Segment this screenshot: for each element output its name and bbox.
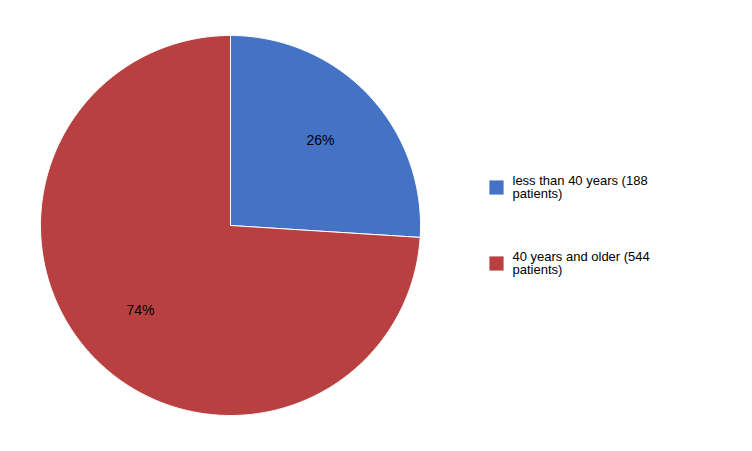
svg-text:less than 40 years (188patient: less than 40 years (188patients) [513,173,648,201]
svg-text:26%: 26% [307,132,335,148]
svg-text:40 years and older (544patient: 40 years and older (544patients) [513,249,650,277]
svg-text:74%: 74% [126,302,154,318]
